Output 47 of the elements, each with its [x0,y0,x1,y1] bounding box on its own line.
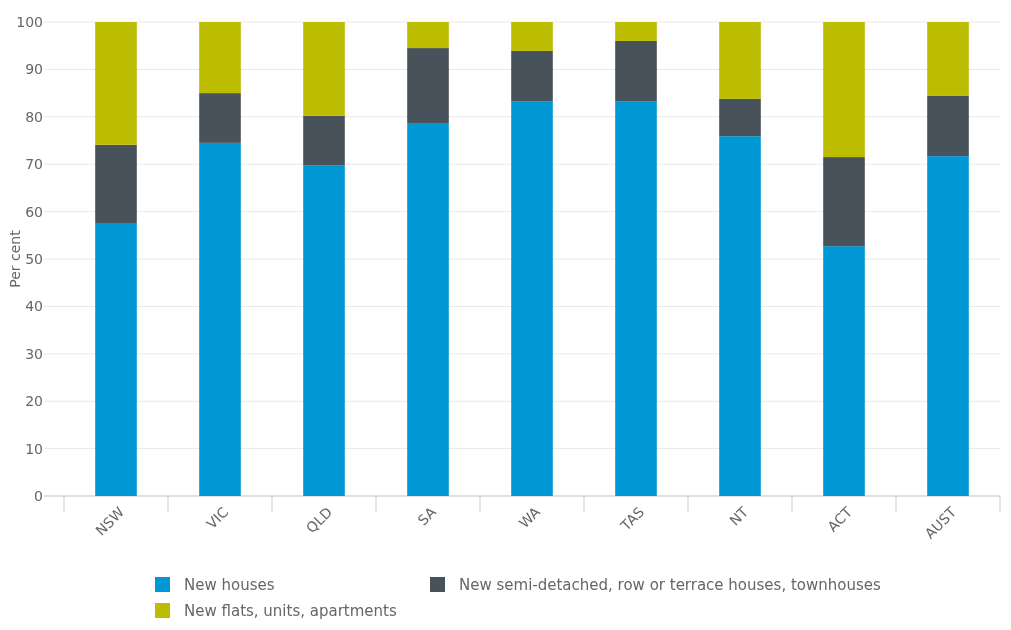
bar [303,115,345,166]
y-tick-label: 20 [25,393,43,410]
y-tick-label: 70 [25,156,43,173]
x-tick-label: NT [726,503,752,529]
x-tick-label: WA [515,503,544,532]
bar [199,22,241,94]
bar [511,101,553,496]
bar [407,22,449,49]
bar [615,101,657,496]
y-tick-label: 60 [25,203,43,220]
x-tick-label: SA [414,503,440,529]
legend-label: New flats, units, apartments [184,602,397,620]
bar [823,246,865,496]
bar [615,40,657,102]
bar [199,93,241,143]
y-tick-label: 10 [25,440,43,457]
bar [927,156,969,496]
legend-label: New semi-detached, row or terrace houses, townhouses [459,576,882,594]
bar [95,222,137,496]
bar [927,95,969,157]
x-tick-label: VIC [203,503,232,532]
legend-label: New houses [184,576,275,594]
bar [511,22,553,51]
x-tick-label: TAS [616,503,648,535]
y-tick-label: 80 [25,108,43,125]
bar [407,48,449,123]
y-tick-label: 90 [25,61,43,78]
bar [511,50,553,102]
bar [95,22,137,145]
y-tick-label: 30 [25,345,43,362]
bar [407,122,449,496]
bar [823,22,865,158]
bar [823,157,865,247]
bar [199,142,241,496]
bar [303,22,345,116]
bar [95,144,137,223]
bar [719,136,761,496]
bar [303,165,345,496]
y-tick-label: 100 [16,13,43,30]
bar [927,22,969,96]
y-axis-title: Per cent [7,229,23,288]
y-tick-label: 0 [34,487,43,504]
y-tick-label: 50 [25,250,43,267]
y-tick-label: 40 [25,298,43,315]
bar [615,22,657,41]
bar [719,98,761,137]
bar [719,22,761,99]
